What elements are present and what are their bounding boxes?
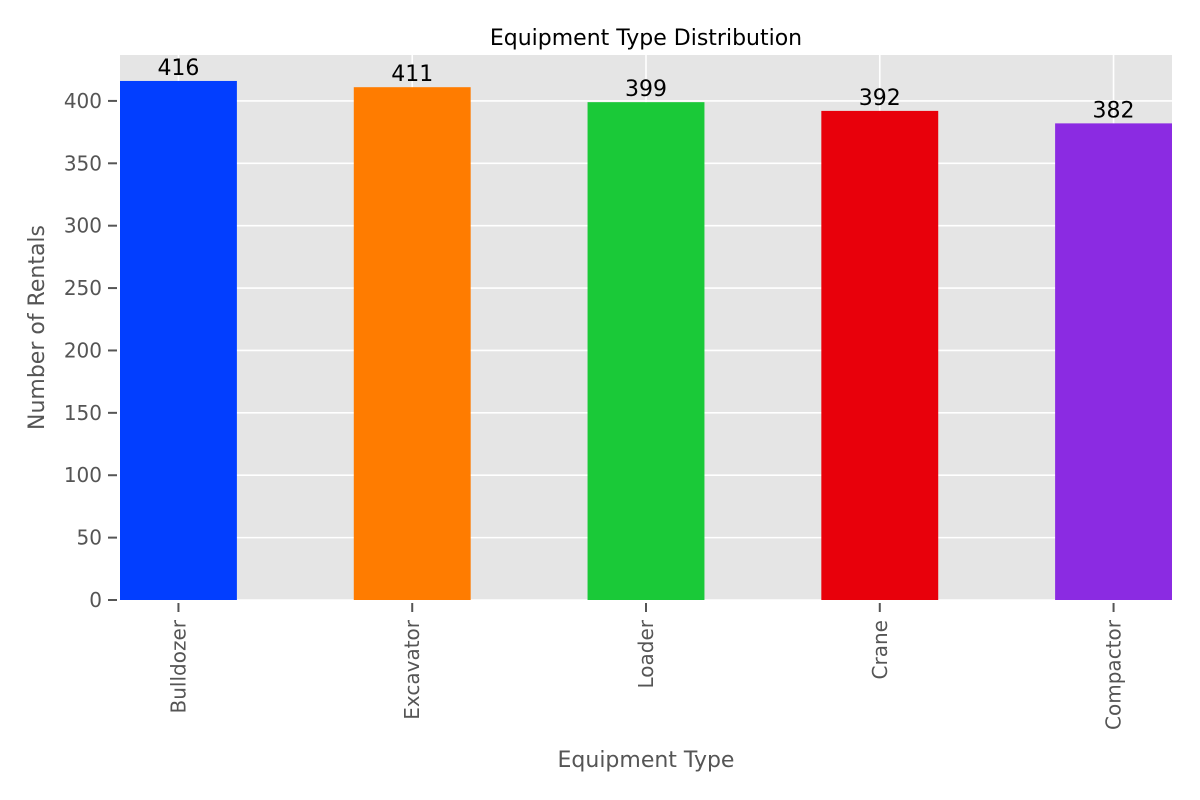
- data-label: 416: [157, 56, 199, 81]
- data-label: 392: [859, 86, 901, 111]
- bar-excavator: [353, 87, 471, 601]
- x-tick-label: Loader: [634, 619, 658, 688]
- x-axis-label: Equipment Type: [558, 748, 735, 773]
- x-tick-label: Crane: [868, 620, 892, 679]
- x-tick-label: Bulldozer: [166, 619, 190, 713]
- x-tick-label: Compactor: [1102, 619, 1126, 730]
- bar-compactor: [1055, 123, 1172, 600]
- y-tick-label: 50: [77, 526, 102, 550]
- y-tick-label: 250: [64, 276, 102, 300]
- data-labels: 416 411 399 392 382: [157, 56, 1134, 123]
- y-tick-label: 400: [64, 89, 102, 113]
- data-label: 411: [391, 62, 433, 87]
- y-axis-ticks: 0 50 100 150 200 250 300 350 400: [64, 89, 117, 612]
- bar-bulldozer: [120, 80, 237, 600]
- bar-loader: [587, 102, 705, 601]
- bars: [120, 80, 1172, 601]
- y-tick-label: 200: [64, 338, 102, 362]
- y-tick-label: 300: [64, 214, 102, 238]
- x-tick-label: Excavator: [400, 619, 424, 720]
- y-tick-label: 350: [64, 151, 102, 175]
- y-axis-label: Number of Rentals: [25, 225, 50, 430]
- chart-title: Equipment Type Distribution: [490, 26, 802, 51]
- x-axis-ticks: Bulldozer Excavator Loader Crane Compactor: [166, 603, 1126, 730]
- y-tick-label: 0: [89, 588, 102, 612]
- bar-crane: [821, 110, 939, 601]
- y-tick-label: 100: [64, 463, 102, 487]
- data-label: 382: [1093, 98, 1135, 123]
- data-label: 399: [625, 77, 667, 102]
- y-tick-label: 150: [64, 401, 102, 425]
